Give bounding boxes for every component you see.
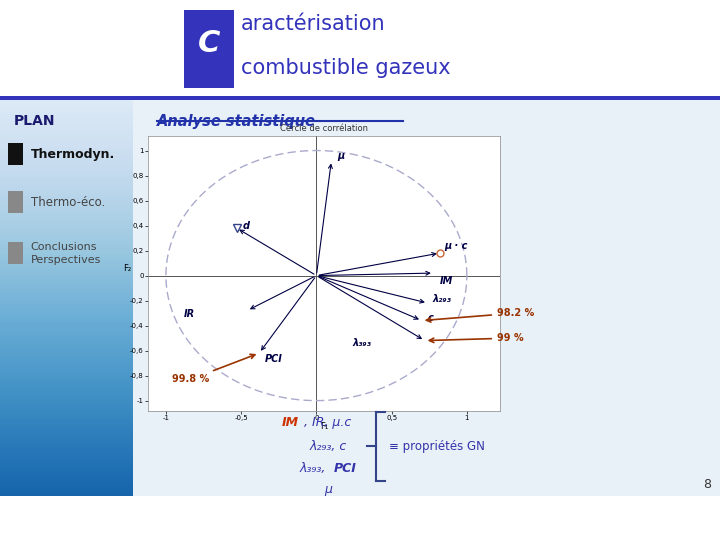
FancyBboxPatch shape bbox=[184, 10, 234, 88]
Text: λ₂₉₃, c: λ₂₉₃, c bbox=[309, 440, 346, 453]
Text: 99 %: 99 % bbox=[429, 333, 523, 343]
Text: combustible gazeux: combustible gazeux bbox=[241, 58, 451, 78]
Text: IM: IM bbox=[440, 275, 453, 286]
Title: Cercle de corrélation: Cercle de corrélation bbox=[280, 124, 368, 133]
Text: Analyse statistique: Analyse statistique bbox=[157, 114, 315, 129]
FancyBboxPatch shape bbox=[8, 242, 22, 264]
FancyBboxPatch shape bbox=[133, 100, 720, 496]
Text: aractérisation: aractérisation bbox=[241, 14, 386, 34]
Text: λ₂₉₃: λ₂₉₃ bbox=[432, 294, 451, 305]
Text: PCI: PCI bbox=[265, 354, 283, 364]
FancyBboxPatch shape bbox=[8, 144, 22, 165]
Text: PLAN: PLAN bbox=[14, 114, 55, 128]
Text: μ: μ bbox=[324, 483, 332, 496]
Text: 21 Octobre 2003: 21 Octobre 2003 bbox=[602, 513, 706, 523]
FancyBboxPatch shape bbox=[8, 191, 22, 213]
Text: , IR, μ.c: , IR, μ.c bbox=[304, 416, 351, 429]
Text: c: c bbox=[428, 313, 433, 323]
Text: C: C bbox=[197, 30, 220, 58]
Text: d: d bbox=[243, 220, 250, 231]
Text: μ: μ bbox=[338, 151, 345, 160]
Text: Thermodyn.: Thermodyn. bbox=[31, 148, 115, 161]
Text: λ₃₉₃,: λ₃₉₃, bbox=[299, 462, 330, 475]
Text: IM: IM bbox=[282, 416, 299, 429]
Text: λ₃₉₃: λ₃₉₃ bbox=[353, 338, 372, 348]
Text: PCI: PCI bbox=[334, 462, 357, 475]
FancyBboxPatch shape bbox=[0, 97, 720, 100]
Text: Olivier Le Corre: Olivier Le Corre bbox=[311, 513, 409, 523]
Text: Thermo-éco.: Thermo-éco. bbox=[31, 195, 105, 208]
Text: IR: IR bbox=[184, 309, 195, 319]
Text: 99.8 %: 99.8 % bbox=[172, 354, 255, 384]
Text: Habilitation à Diriger des Recherches: Habilitation à Diriger des Recherches bbox=[14, 512, 248, 523]
Text: μ · c: μ · c bbox=[444, 240, 468, 251]
Y-axis label: F₂: F₂ bbox=[123, 264, 131, 273]
Text: ≡ propriétés GN: ≡ propriétés GN bbox=[389, 440, 485, 453]
X-axis label: F₁: F₁ bbox=[320, 422, 328, 431]
Text: Conclusions
Perspectives: Conclusions Perspectives bbox=[31, 242, 101, 265]
Text: 98.2 %: 98.2 % bbox=[426, 308, 534, 322]
Text: 8: 8 bbox=[703, 478, 711, 491]
